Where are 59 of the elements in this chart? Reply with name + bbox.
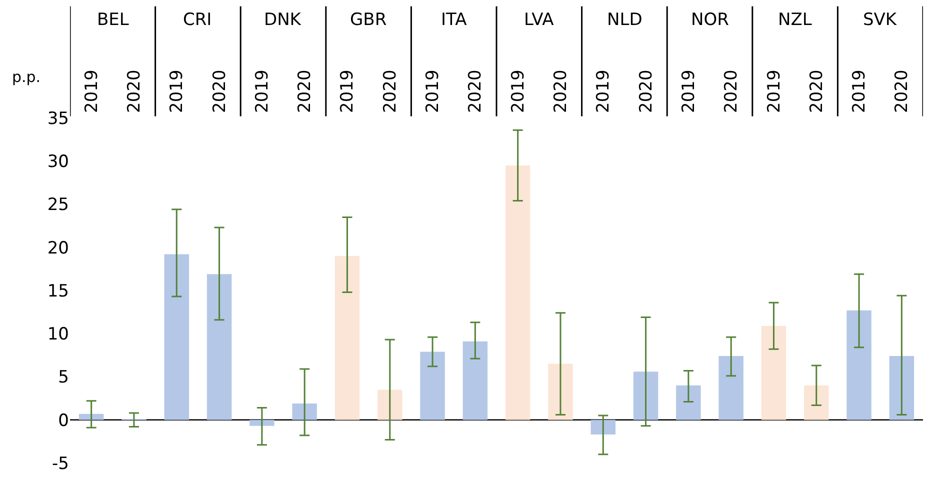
x-tick-label: 2019 <box>338 70 358 113</box>
bar <box>718 356 744 420</box>
bar <box>548 364 573 420</box>
text: GBR <box>350 10 387 30</box>
x-tick-label: 2019 <box>764 70 784 113</box>
y-tick-label: 15 <box>47 281 69 302</box>
text: NLD <box>607 10 642 30</box>
y-tick-label: 0 <box>58 410 69 431</box>
x-tick-label: 2020 <box>466 70 486 113</box>
x-tick-label: 2020 <box>124 70 144 113</box>
text: DNK <box>264 10 302 30</box>
y-tick-label: 25 <box>47 195 69 216</box>
y-tick-label: 10 <box>47 324 69 345</box>
bar <box>462 341 488 420</box>
bar <box>378 390 402 420</box>
text: BEL <box>97 10 130 30</box>
bar <box>633 372 658 420</box>
x-tick-label: 2019 <box>423 70 444 113</box>
x-tick-label: 2019 <box>508 70 528 113</box>
x-tick-label: 2020 <box>636 70 656 113</box>
x-tick-label: 2019 <box>167 70 188 113</box>
x-tick-label: 2019 <box>252 70 272 113</box>
bar <box>804 385 829 420</box>
bar <box>164 254 189 420</box>
x-tick-label: 2020 <box>722 70 742 113</box>
text: LVA <box>524 10 554 30</box>
bar <box>334 256 360 420</box>
bar <box>889 356 914 420</box>
x-tick-label: 2019 <box>850 70 870 113</box>
y-tick-label: 5 <box>58 368 69 388</box>
x-tick-label: 2020 <box>210 70 230 113</box>
y-tick-label: 35 <box>47 108 69 129</box>
x-tick-label: 2020 <box>806 70 827 113</box>
y-tick-label: 20 <box>47 238 69 258</box>
bar <box>590 420 616 435</box>
text: CRI <box>183 10 212 30</box>
bar <box>206 274 232 420</box>
bar <box>676 385 701 420</box>
x-tick-label: 2019 <box>594 70 614 113</box>
text: ITA <box>441 10 468 30</box>
x-tick-label: 2020 <box>551 70 572 113</box>
y-axis-title: p.p. <box>12 68 41 86</box>
bar <box>505 165 530 420</box>
bar <box>761 326 786 420</box>
x-tick-label: 2019 <box>678 70 699 113</box>
y-tick-label: 30 <box>47 152 69 172</box>
bar <box>292 403 317 420</box>
x-tick-label: 2019 <box>82 70 102 113</box>
y-tick-label: -5 <box>52 454 69 474</box>
bar <box>846 310 872 420</box>
bar <box>420 352 445 420</box>
x-tick-label: 2020 <box>295 70 316 113</box>
text: SVK <box>863 10 898 30</box>
text: NOR <box>691 10 730 30</box>
x-tick-label: 2020 <box>380 70 400 113</box>
bar <box>250 420 274 426</box>
text: NZL <box>778 10 812 30</box>
x-tick-label: 2020 <box>892 70 912 113</box>
bar <box>78 414 104 420</box>
